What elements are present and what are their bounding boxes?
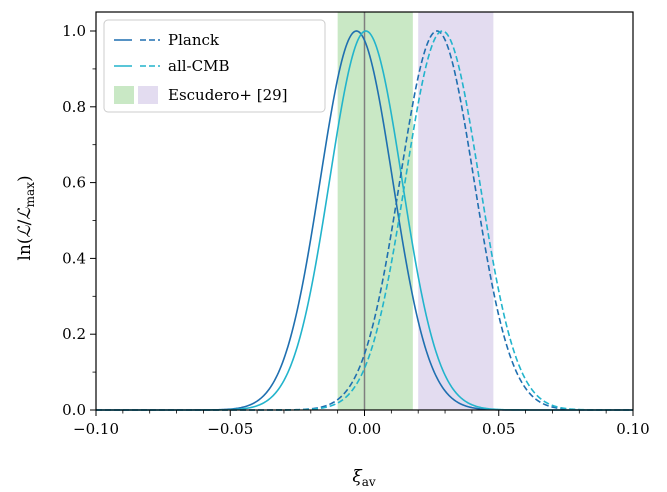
y-tick-label: 0.4: [62, 249, 86, 267]
legend-label: Escudero+ [29]: [168, 86, 288, 104]
x-tick-label: 0.05: [482, 420, 515, 438]
y-axis-ticks: 0.0 0.2 0.4 0.6 0.8 1.0: [62, 22, 96, 419]
x-tick-label: 0.00: [348, 420, 381, 438]
x-axis-ticks: −0.10 −0.05 0.00 0.05 0.10: [73, 410, 650, 438]
x-tick-label: −0.10: [73, 420, 119, 438]
x-axis-label: ξav: [352, 467, 376, 489]
y-tick-label: 0.0: [62, 401, 86, 419]
legend-box: [103, 19, 326, 113]
legend-swatch-purple: [138, 86, 158, 104]
y-tick-label: 0.6: [62, 174, 86, 192]
x-tick-label: −0.05: [207, 420, 253, 438]
y-tick-label: 0.8: [62, 98, 86, 116]
x-tick-label: 0.10: [616, 420, 649, 438]
curve-planck-dashed: [96, 30, 633, 411]
legend-swatch-green: [114, 86, 134, 104]
y-tick-label: 0.2: [62, 325, 86, 343]
band-2: [418, 12, 494, 410]
legend: Planck all-CMB Escudero+ [29]: [103, 19, 326, 113]
legend-label: Planck: [168, 31, 220, 49]
y-tick-label: 1.0: [62, 22, 86, 40]
legend-label: all-CMB: [168, 57, 229, 75]
